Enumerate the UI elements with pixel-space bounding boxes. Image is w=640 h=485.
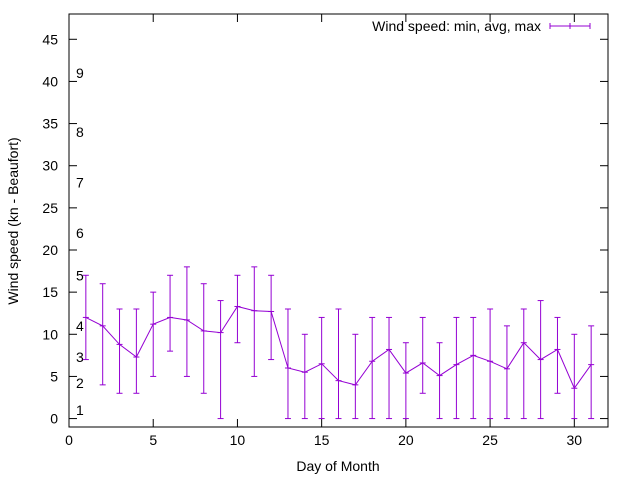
beaufort-label: 8 [76,124,84,140]
y-tick-label: 30 [42,158,58,174]
y-tick-label: 35 [42,116,58,132]
y-tick-label: 20 [42,242,58,258]
x-tick-label: 20 [398,432,414,448]
beaufort-label: 4 [76,318,84,334]
x-tick-label: 5 [149,432,157,448]
y-tick-label: 5 [50,368,58,384]
x-tick-label: 0 [65,432,73,448]
legend: Wind speed: min, avg, max [372,18,591,34]
beaufort-label: 5 [76,267,84,283]
beaufort-label: 7 [76,175,84,191]
beaufort-labels: 1 2 3 4 5 6 7 8 9 [76,65,84,418]
y-tick-label: 0 [50,411,58,427]
y-tick-label: 40 [42,73,58,89]
y-tick-label: 45 [42,31,58,47]
beaufort-label: 3 [76,349,84,365]
y-tick-label: 10 [42,326,58,342]
beaufort-label: 9 [76,65,84,81]
y-tick-label: 25 [42,200,58,216]
beaufort-label: 2 [76,375,84,391]
legend-label: Wind speed: min, avg, max [372,18,541,34]
plot-frame [68,13,609,428]
x-tick-label: 10 [230,432,246,448]
y-axis-label: Wind speed (kn - Beaufort) [5,137,21,304]
x-tick-label: 25 [482,432,498,448]
y-tick-label: 15 [42,284,58,300]
series-group [82,266,595,420]
x-axis-label: Day of Month [296,458,379,474]
x-tick-label: 15 [314,432,330,448]
x-tick-label: 30 [567,432,583,448]
beaufort-label: 6 [76,225,84,241]
beaufort-label: 1 [76,402,84,418]
